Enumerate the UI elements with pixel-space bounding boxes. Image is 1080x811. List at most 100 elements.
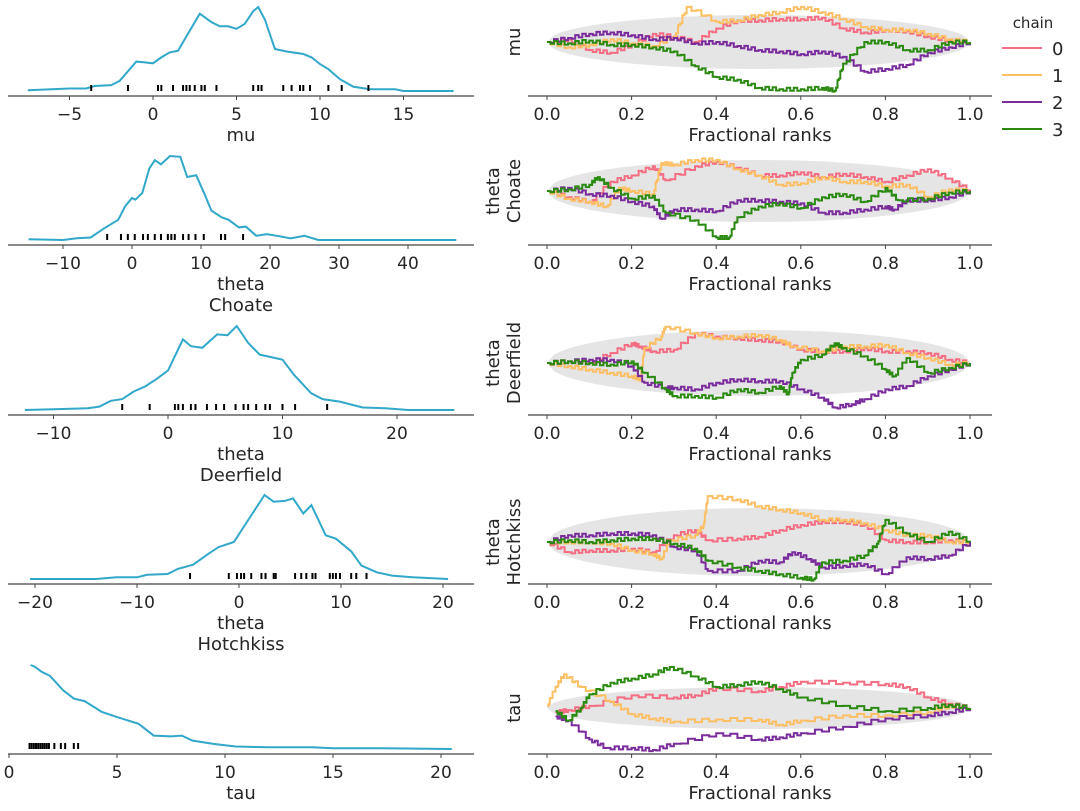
legend-item-chain-2: 2 — [1002, 93, 1063, 114]
x-axis-label: Fractional ranks — [688, 274, 831, 295]
kde-panel-0: −5 0 5 10 15 mu — [8, 5, 474, 146]
x-tick-label: 20 — [259, 254, 281, 274]
rank-panel-0: 0.0 0.2 0.4 0.6 0.8 1.0 Fractional ranks mu — [504, 5, 992, 146]
kde-curve — [24, 324, 455, 411]
x-tick-label: 20 — [432, 593, 454, 613]
x-tick-label: 15 — [322, 763, 344, 783]
x-axis-label: tau — [226, 783, 256, 804]
x-tick-label: 30 — [328, 254, 350, 274]
chain-0-ecdf-line — [547, 519, 971, 555]
y-axis-label: mu — [504, 28, 525, 57]
y-axis-label: Deerfield — [504, 322, 525, 404]
legend-item-chain-1: 1 — [1002, 66, 1063, 87]
legend-item-chain-3: 3 — [1002, 120, 1063, 141]
x-axis-label: mu — [227, 125, 256, 146]
x-tick-label: 0.8 — [872, 593, 899, 613]
x-tick-label: 0.0 — [533, 254, 560, 274]
confidence-envelope — [547, 160, 970, 222]
kde-panel-4: 0 5 10 15 20 tau — [4, 664, 474, 804]
chain-2-ecdf-line — [547, 186, 971, 220]
confidence-envelope — [547, 15, 970, 69]
x-tick-label: 0.2 — [618, 105, 645, 125]
x-tick-label: 1.0 — [956, 254, 983, 274]
kde-curve — [28, 154, 457, 242]
x-tick-label: 10 — [190, 254, 212, 274]
x-tick-label: 10 — [330, 593, 352, 613]
legend-label: 1 — [1052, 66, 1063, 87]
y-axis-label: Hotchkiss — [504, 498, 525, 585]
rank-panel-1: 0.0 0.2 0.4 0.6 0.8 1.0 Fractional ranks theta C… — [483, 157, 992, 295]
rank-panel-3: 0.0 0.2 0.4 0.6 0.8 1.0 Fractional ranks theta H… — [483, 494, 992, 634]
x-tick-label: 0 — [4, 763, 15, 783]
x-tick-label: −20 — [17, 593, 53, 613]
chain-2-ecdf-line — [547, 30, 971, 74]
x-tick-label: 0.6 — [787, 593, 814, 613]
legend-title: chain — [1013, 14, 1054, 32]
chain-1-ecdf-line — [547, 157, 971, 209]
x-axis-label: Choate — [209, 295, 273, 316]
chain-1-ecdf-line — [547, 5, 971, 50]
x-tick-label: 0.0 — [533, 593, 560, 613]
x-tick-label: 0.6 — [787, 105, 814, 125]
x-tick-label: −5 — [57, 105, 82, 125]
x-tick-label: 0.0 — [533, 105, 560, 125]
x-tick-label: 10 — [272, 424, 294, 444]
x-tick-label: 0.8 — [872, 424, 899, 444]
chain-0-ecdf-line — [547, 331, 971, 366]
x-tick-label: −10 — [36, 424, 72, 444]
rank-panel-4: 0.0 0.2 0.4 0.6 0.8 1.0 Fractional ranks tau — [504, 666, 992, 804]
x-tick-label: 10 — [214, 763, 236, 783]
x-axis-label: Fractional ranks — [688, 444, 831, 465]
x-axis-label: Deerfield — [200, 465, 282, 486]
y-axis-label: theta — [483, 167, 504, 215]
chain-3-ecdf-line — [547, 342, 971, 400]
x-tick-label: 20 — [386, 424, 408, 444]
y-axis-label: theta — [483, 518, 504, 566]
x-tick-label: 5 — [112, 763, 123, 783]
x-tick-label: 0.8 — [872, 254, 899, 274]
y-axis-label: theta — [483, 339, 504, 387]
x-tick-label: 0.6 — [787, 763, 814, 783]
x-axis-label: theta — [217, 613, 265, 634]
x-tick-label: 1.0 — [956, 424, 983, 444]
x-tick-label: 10 — [309, 105, 331, 125]
kde-curve — [30, 664, 452, 750]
y-axis-label: Choate — [504, 159, 525, 223]
x-axis-label: Fractional ranks — [688, 783, 831, 804]
x-axis-label: theta — [217, 444, 265, 465]
x-tick-label: 0.6 — [787, 254, 814, 274]
x-tick-label: 0.2 — [618, 593, 645, 613]
x-tick-label: 0.2 — [618, 424, 645, 444]
x-tick-label: 0.2 — [618, 763, 645, 783]
x-tick-label: 1.0 — [956, 763, 983, 783]
x-axis-label: theta — [217, 274, 265, 295]
chain-1-ecdf-line — [547, 494, 971, 561]
x-tick-label: 0.4 — [703, 424, 730, 444]
x-tick-label: 0 — [148, 105, 159, 125]
x-tick-label: −10 — [45, 254, 81, 274]
x-tick-label: 0.4 — [703, 763, 730, 783]
x-tick-label: 1.0 — [956, 105, 983, 125]
x-tick-label: 20 — [430, 763, 452, 783]
x-tick-label: 0.8 — [872, 105, 899, 125]
chain-3-ecdf-line — [547, 39, 971, 93]
x-tick-label: 0.6 — [787, 424, 814, 444]
x-tick-label: 0.4 — [703, 105, 730, 125]
x-tick-label: 15 — [393, 105, 415, 125]
chain-3-ecdf-line — [555, 666, 971, 722]
x-tick-label: 0.0 — [533, 424, 560, 444]
legend: chain 0 1 2 3 — [1002, 14, 1063, 141]
x-tick-label: 0.8 — [872, 763, 899, 783]
x-axis-label: Hotchkiss — [197, 634, 284, 655]
kde-curve — [29, 493, 449, 580]
x-tick-label: 0 — [127, 254, 138, 274]
chain-3-ecdf-line — [547, 176, 971, 240]
x-tick-label: 0 — [163, 424, 174, 444]
legend-label: 0 — [1052, 39, 1063, 60]
x-tick-label: 0.4 — [703, 593, 730, 613]
rank-panel-2: 0.0 0.2 0.4 0.6 0.8 1.0 Fractional ranks theta D… — [483, 322, 992, 465]
y-axis-label: tau — [504, 693, 525, 723]
